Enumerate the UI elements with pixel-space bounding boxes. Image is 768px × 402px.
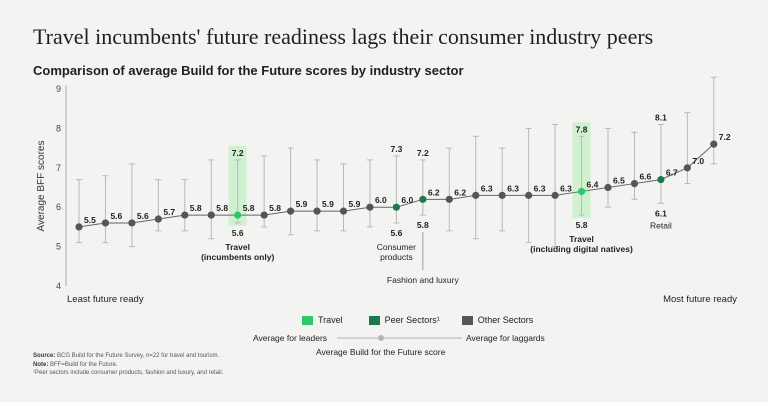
data-value-label: 6.0	[401, 195, 413, 205]
sector-annotation: products	[380, 252, 413, 262]
y-tick-label: 5	[56, 242, 61, 252]
data-point-other	[472, 191, 480, 199]
sector-annotation: Travel	[569, 234, 594, 244]
data-value-label: 6.2	[428, 187, 440, 197]
footnote: ¹Peer sectors include consumer products,…	[33, 370, 224, 376]
data-value-label: 5.9	[322, 199, 334, 209]
low-value-label: 6.1	[655, 208, 667, 218]
data-point-other	[154, 215, 162, 223]
data-value-label: 5.5	[84, 215, 96, 225]
sector-annotation: Consumer	[377, 242, 416, 252]
legend-laggards-label: Average for laggards	[466, 333, 545, 343]
data-value-label: 5.7	[163, 207, 175, 217]
data-value-label: 6.2	[454, 187, 466, 197]
data-point-other	[287, 207, 295, 215]
data-point-other	[366, 203, 374, 211]
data-point-other	[630, 179, 639, 188]
sector-annotation: (including digital natives)	[530, 244, 633, 254]
data-point-other	[313, 207, 321, 215]
data-point-other	[128, 219, 136, 227]
y-tick-label: 7	[56, 163, 61, 173]
chart-subtitle: Comparison of average Build for the Futu…	[33, 63, 464, 78]
low-value-label: 5.6	[232, 228, 244, 238]
legend-item-travel: Travel	[302, 315, 343, 325]
data-point-other	[525, 191, 533, 199]
chart-title: Travel incumbents' future readiness lags…	[33, 24, 654, 49]
high-value-label: 8.1	[655, 112, 667, 122]
data-point-peer	[419, 195, 427, 203]
high-value-label: 7.8	[576, 124, 588, 134]
legend-bff-label: Average Build for the Future score	[316, 347, 446, 357]
data-point-other	[604, 183, 612, 192]
y-axis-label: Average BFF scores	[36, 141, 47, 232]
y-tick-label: 9	[56, 84, 61, 94]
source-note: Source: BCG Build for the Future Survey,…	[33, 353, 220, 359]
data-value-label: 6.3	[507, 183, 519, 193]
data-point-other	[683, 164, 691, 172]
data-point-other	[207, 211, 215, 219]
high-value-label: 7.2	[417, 148, 429, 158]
legend: Travel Peer Sectors¹ Other Sectors	[302, 315, 533, 325]
legend-swatch-peer	[368, 315, 380, 325]
data-value-label: 6.3	[481, 183, 493, 193]
low-value-label: 5.8	[576, 220, 588, 230]
data-value-label: 5.8	[216, 203, 228, 213]
data-point-other	[339, 207, 348, 215]
data-value-label: 6.3	[534, 183, 546, 193]
notes: Source: BCG Build for the Future Survey,…	[33, 352, 223, 378]
data-value-label: 5.6	[137, 211, 149, 221]
x-start-label: Least future ready	[67, 294, 144, 305]
data-point-other	[260, 211, 268, 219]
data-point-other	[710, 140, 718, 148]
data-value-label: 6.3	[560, 183, 572, 193]
legend-swatch-other	[461, 315, 473, 325]
legend-item-peer: Peer Sectors¹	[368, 315, 440, 325]
data-point-other	[445, 195, 453, 203]
data-value-label: 5.8	[243, 203, 255, 213]
x-end-label: Most future ready	[663, 294, 737, 305]
sector-annotation: Fashion and luxury	[387, 275, 460, 285]
data-value-label: 7.0	[692, 156, 704, 166]
high-value-label: 7.2	[232, 148, 244, 158]
y-tick-label: 6	[56, 202, 61, 212]
data-value-label: 5.6	[110, 211, 122, 221]
data-value-label: 5.9	[296, 199, 308, 209]
data-point-travel	[234, 211, 242, 219]
data-point-other	[181, 211, 189, 219]
data-point-peer	[392, 203, 400, 211]
data-point-other	[101, 219, 110, 227]
sector-annotation: Travel	[225, 242, 250, 252]
y-tick-label: 8	[56, 123, 61, 133]
low-value-label: 5.8	[417, 220, 429, 230]
data-point-travel	[577, 187, 586, 196]
legend-swatch-travel	[302, 315, 313, 325]
data-point-other	[551, 191, 559, 199]
y-tick-label: 4	[56, 281, 61, 291]
sector-annotation: (incumbents only)	[201, 252, 274, 262]
data-value-label: 6.4	[587, 179, 599, 189]
legend-item-other: Other Sectors	[461, 315, 533, 325]
data-point-other	[75, 223, 83, 231]
data-value-label: 6.0	[375, 195, 387, 205]
data-value-label: 6.7	[666, 168, 678, 178]
data-value-label: 6.6	[639, 172, 651, 182]
data-value-label: 5.8	[269, 203, 281, 213]
data-point-peer	[657, 176, 665, 184]
sector-annotation: Retail	[650, 220, 672, 230]
data-value-label: 6.5	[613, 176, 625, 186]
data-value-label: 5.8	[190, 203, 202, 213]
abbrev-note: Note: BFF=Build for the Future.	[33, 361, 118, 368]
high-value-label: 7.3	[390, 144, 402, 154]
legend-average-dot	[378, 335, 384, 341]
data-point-other	[498, 191, 506, 199]
legend-leaders-label: Average for leaders	[253, 333, 328, 343]
data-value-label: 7.2	[719, 132, 731, 142]
low-value-label: 5.6	[390, 228, 402, 238]
data-value-label: 5.9	[349, 199, 361, 209]
